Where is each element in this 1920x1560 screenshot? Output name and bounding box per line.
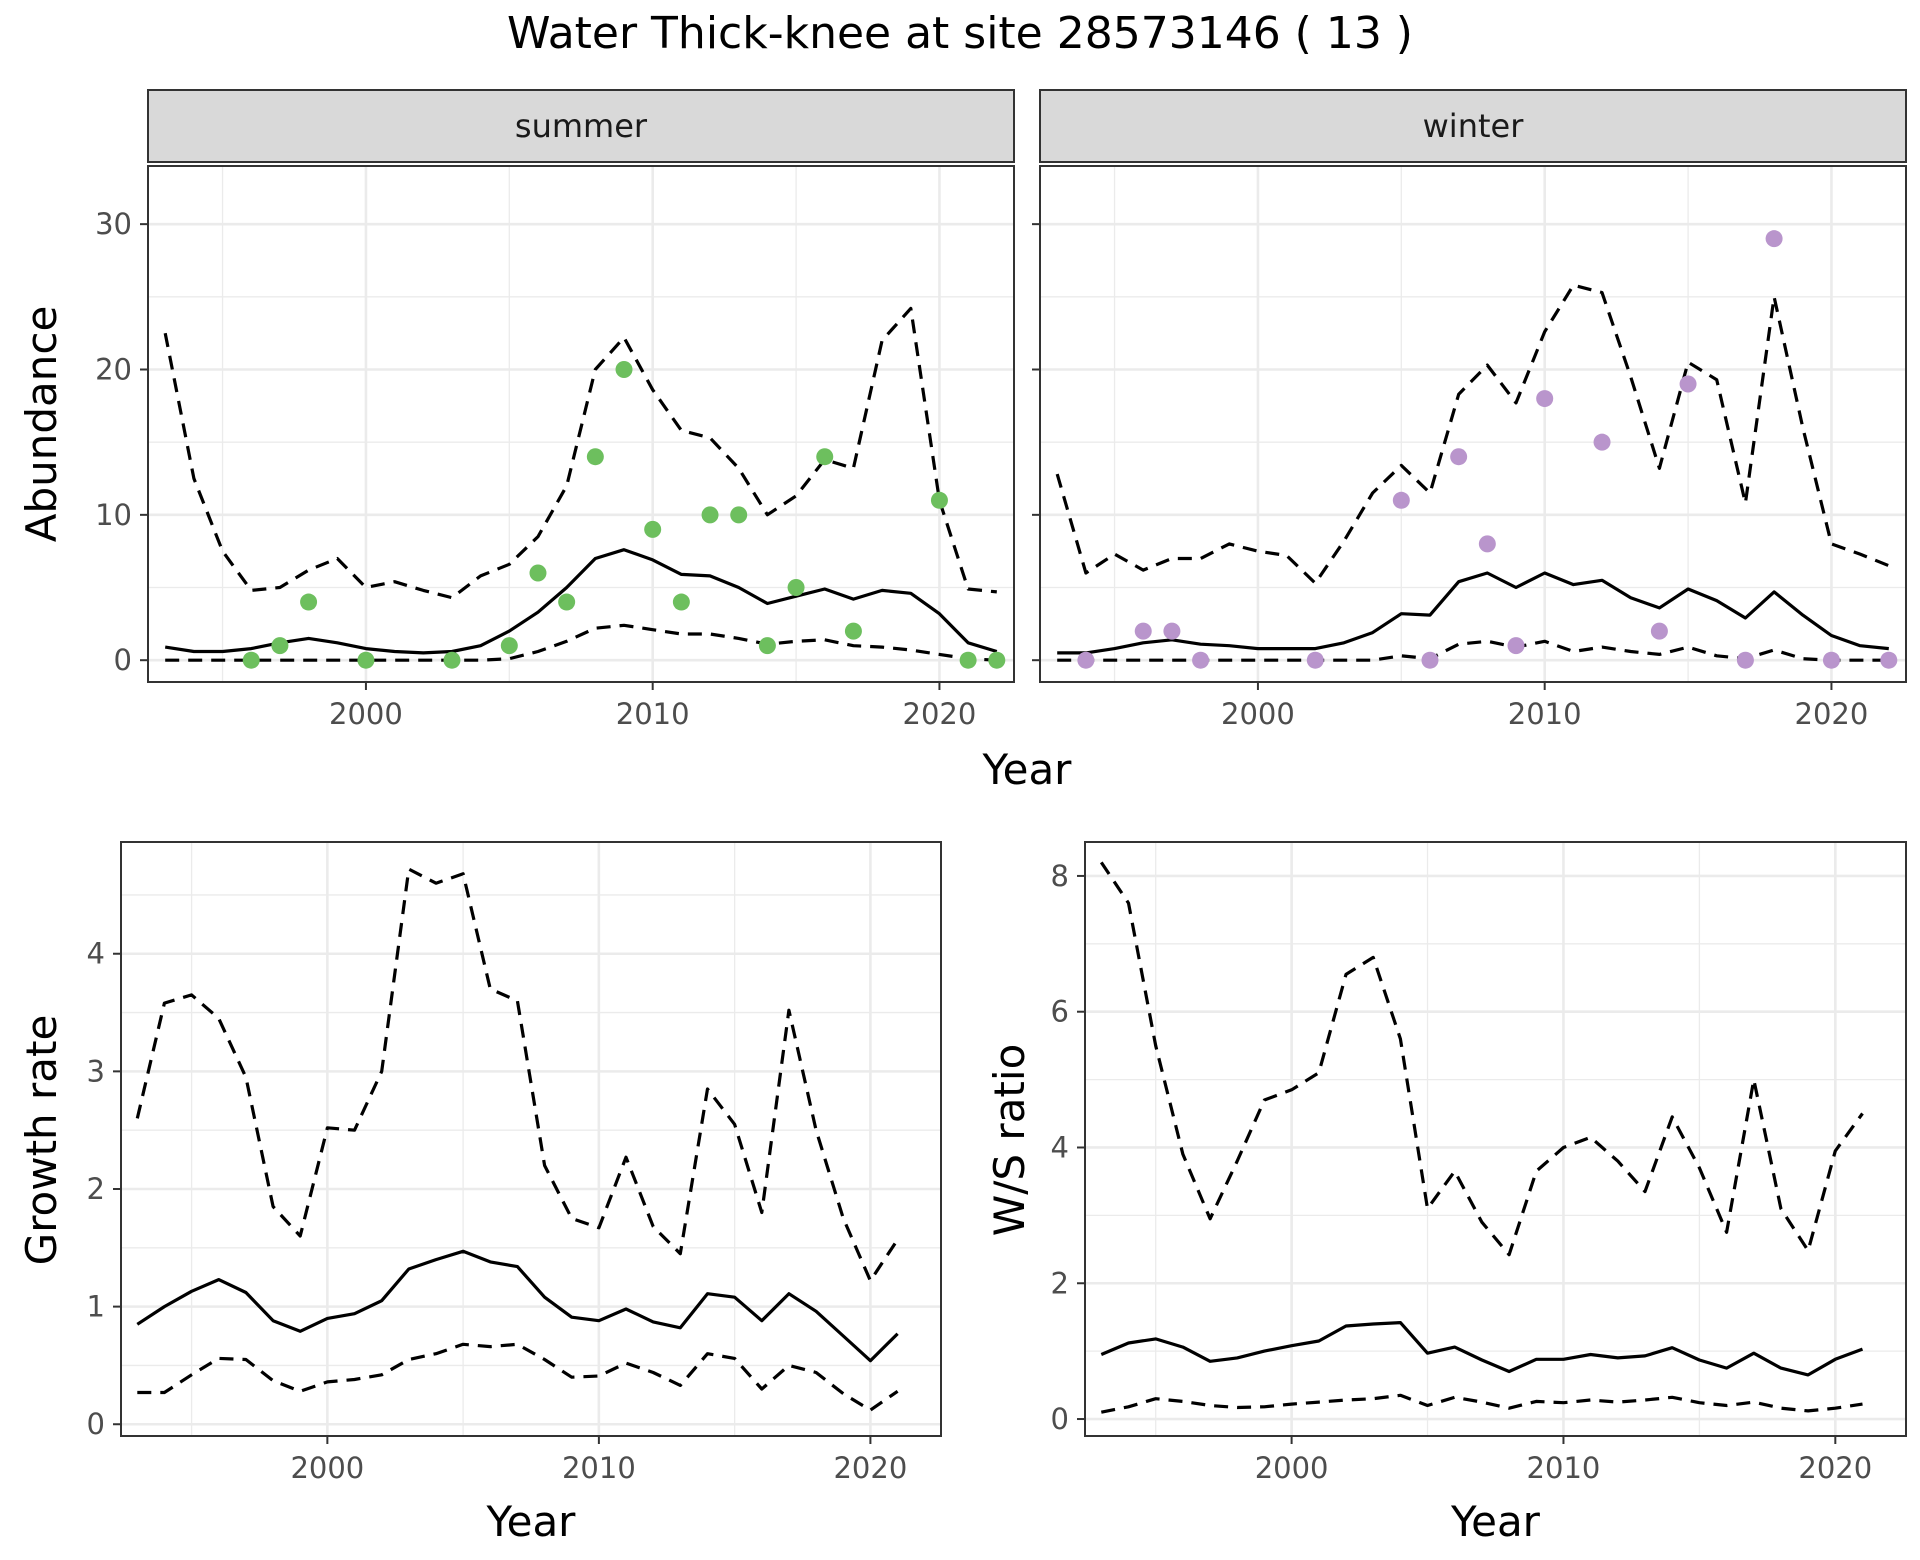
data-point — [242, 651, 260, 669]
data-point — [959, 651, 977, 669]
x-tick-label: 2020 — [833, 1451, 907, 1485]
panel-ws-ratio: 2000 2010 2020 0 2 4 6 8 W/S ratio Year — [985, 841, 1907, 1546]
data-point — [1077, 651, 1095, 669]
mean-line — [1057, 571, 1889, 655]
y-axis-title: Abundance — [17, 306, 66, 543]
data-point — [500, 637, 518, 655]
mean-line — [164, 548, 998, 655]
data-point — [558, 593, 576, 611]
data-point — [672, 593, 690, 611]
panel-abundance-summer: summer 2000 2010 2020 0 10 20 30 Abundance — [17, 89, 1015, 731]
mean-line — [136, 1249, 899, 1363]
data-point — [1421, 651, 1439, 669]
y-tick-label: 0 — [114, 643, 132, 677]
x-tick-label: 2020 — [1795, 697, 1869, 731]
facet-strip — [1039, 89, 1907, 163]
y-tick-label: 8 — [1051, 859, 1069, 893]
x-tick-label: 2010 — [1508, 697, 1582, 731]
panel-border — [147, 165, 1015, 683]
y-tick-label: 10 — [95, 498, 132, 532]
data-point — [787, 579, 805, 597]
y-tick-label: 2 — [87, 1172, 105, 1206]
y-tick-label: 1 — [87, 1290, 105, 1324]
y-tick-label: 3 — [87, 1054, 105, 1088]
x-tick-label: 2010 — [616, 697, 690, 731]
data-point — [1507, 637, 1525, 655]
panel-growth-rate: 2000 2010 2020 0 1 2 3 4 Growth rate Year — [17, 841, 942, 1546]
x-tick-label: 2010 — [1527, 1451, 1601, 1485]
y-tick-label: 6 — [1051, 995, 1069, 1029]
facet-strip-label: winter — [1423, 107, 1525, 145]
data-point — [529, 564, 547, 582]
x-tick-label: 2020 — [1798, 1451, 1872, 1485]
upper-ci-line — [135, 867, 899, 1283]
data-point — [1536, 390, 1554, 408]
x-tick-label: 2000 — [329, 697, 403, 731]
data-point — [271, 637, 289, 655]
data-point — [1163, 622, 1181, 640]
data-point — [1765, 230, 1783, 248]
x-tick-label: 2020 — [903, 697, 977, 731]
x-tick-label: 2010 — [562, 1451, 636, 1485]
data-point — [701, 506, 719, 524]
y-tick-label: 4 — [87, 937, 105, 971]
data-point — [1450, 448, 1468, 466]
facet-strip — [147, 89, 1015, 163]
data-point — [1593, 433, 1611, 451]
y-tick-label: 30 — [95, 207, 132, 241]
data-point — [816, 448, 834, 466]
data-point — [730, 506, 748, 524]
y-tick-label: 0 — [1051, 1402, 1069, 1436]
data-point — [930, 491, 948, 509]
data-point — [443, 651, 461, 669]
lower-ci-line — [1100, 1393, 1863, 1414]
data-point — [1192, 651, 1210, 669]
upper-ci-line — [163, 306, 997, 600]
y-axis-title: W/S ratio — [985, 1044, 1034, 1237]
lower-ci-line — [165, 623, 997, 662]
y-tick-label: 2 — [1051, 1266, 1069, 1300]
data-point — [1650, 622, 1668, 640]
panel-border — [1084, 841, 1907, 1437]
y-tick-label: 20 — [95, 352, 132, 386]
mean-line — [1100, 1321, 1864, 1377]
data-point — [988, 651, 1006, 669]
data-point — [357, 651, 375, 669]
data-point — [758, 637, 776, 655]
data-point — [1478, 535, 1496, 553]
x-tick-label: 2000 — [290, 1451, 364, 1485]
data-point — [1134, 622, 1152, 640]
data-point — [300, 593, 318, 611]
lower-ci-line — [1057, 639, 1889, 662]
top-x-axis-title: Year — [982, 745, 1073, 794]
data-point — [1736, 651, 1754, 669]
upper-ci-line — [1099, 861, 1864, 1257]
data-point — [844, 622, 862, 640]
data-point — [1392, 491, 1410, 509]
y-tick-label: 4 — [1051, 1130, 1069, 1164]
y-tick-label: 0 — [87, 1407, 105, 1441]
lower-ci-line — [137, 1342, 899, 1412]
facet-strip-label: summer — [515, 107, 648, 145]
data-point — [1306, 651, 1324, 669]
upper-ci-line — [1055, 283, 1890, 585]
data-point — [644, 520, 662, 538]
panel-border — [120, 841, 942, 1437]
chart-title: Water Thick-knee at site 28573146 ( 13 ) — [507, 8, 1413, 59]
x-axis-title: Year — [1450, 1497, 1541, 1546]
x-axis-title: Year — [486, 1497, 577, 1546]
panel-abundance-winter: winter 2000 2010 2020 — [1032, 89, 1907, 731]
x-tick-label: 2000 — [1221, 697, 1295, 731]
panel-border — [1039, 165, 1907, 683]
data-point — [1822, 651, 1840, 669]
data-point — [586, 448, 604, 466]
data-point — [1679, 375, 1697, 393]
x-tick-label: 2000 — [1255, 1451, 1329, 1485]
y-axis-title: Growth rate — [17, 1015, 66, 1266]
data-point — [615, 360, 633, 378]
data-point — [1880, 651, 1898, 669]
